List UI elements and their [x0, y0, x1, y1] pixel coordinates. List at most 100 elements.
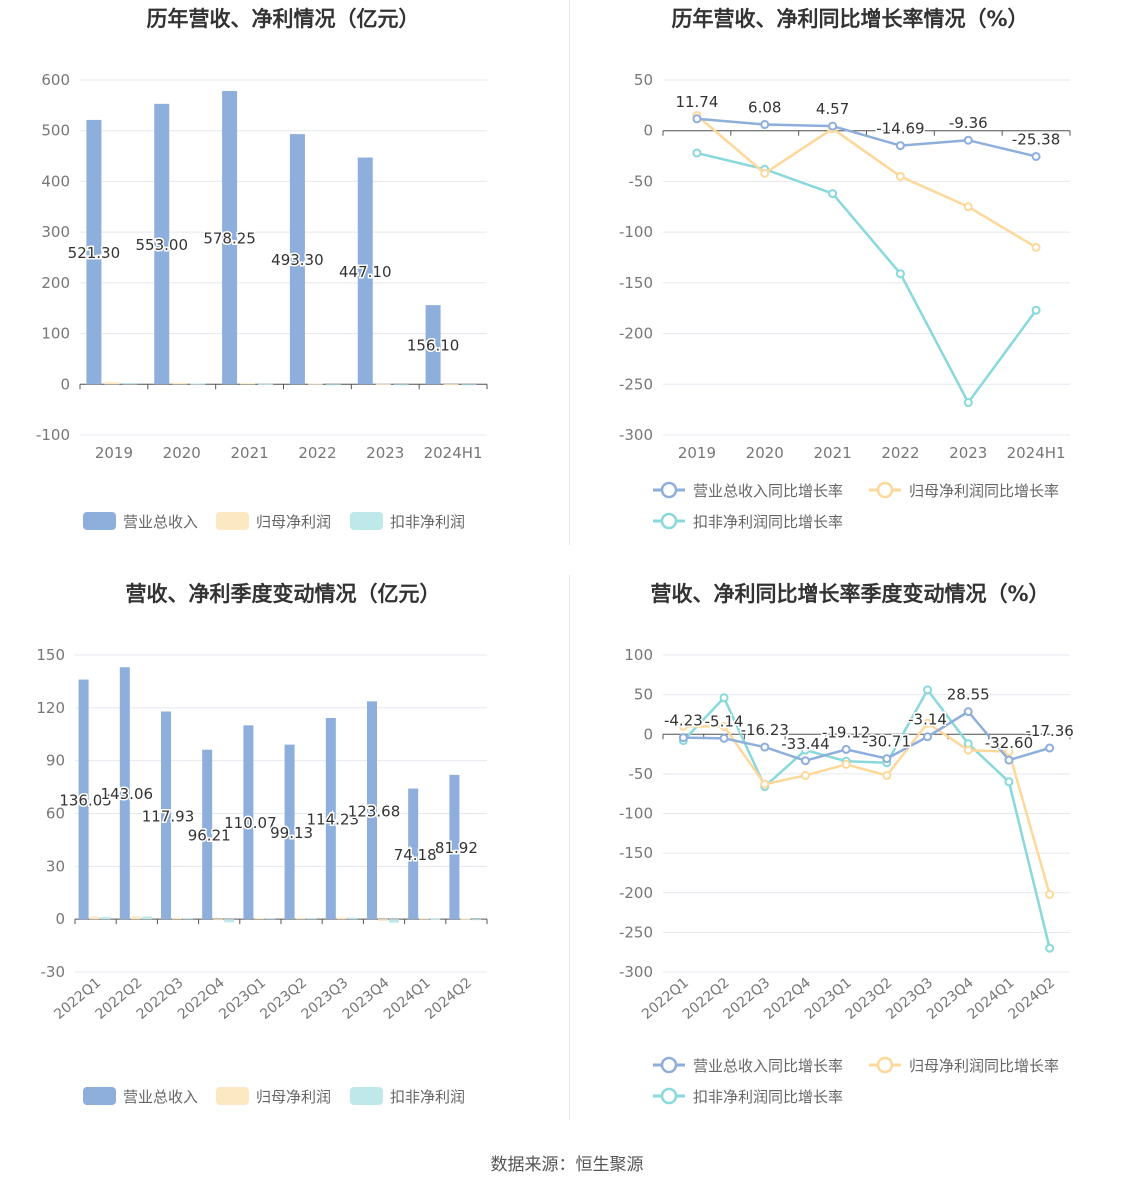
bar-1-2 [240, 383, 256, 385]
y-tick-label: 300 [41, 223, 70, 241]
point-2-6 [923, 685, 933, 695]
line-value-label: -25.38 [1012, 130, 1060, 148]
bar-value-label: 74.18 [394, 846, 437, 864]
legend-swatch-2 [350, 1087, 383, 1105]
y-tick-label: -200 [619, 325, 653, 343]
bar-0-2 [161, 711, 171, 920]
bar-value-label: 553.00 [136, 236, 189, 254]
bar-2-1 [141, 916, 152, 920]
chart-title: 营收、净利同比增长率季度变动情况（%） [650, 582, 1049, 606]
legend-swatch-1 [216, 512, 249, 530]
point-0-4 [963, 135, 973, 145]
bar-1-9 [460, 918, 471, 920]
point-0-0 [692, 114, 702, 124]
point-0-8 [1004, 755, 1014, 765]
bar-0-9 [449, 774, 460, 920]
line-value-label: 28.55 [947, 686, 990, 704]
y-tick-label: 400 [41, 172, 70, 190]
point-0-2 [828, 121, 838, 131]
y-tick-label: 100 [624, 646, 653, 664]
point-0-6 [923, 732, 933, 742]
bar-0-0 [86, 119, 102, 385]
bar-0-4 [357, 157, 373, 385]
bar-0-2 [222, 91, 238, 385]
line-value-label: -19.12 [822, 723, 870, 741]
bar-0-3 [289, 134, 305, 385]
point-0-5 [1031, 151, 1041, 161]
bar-value-label: 114.23 [307, 811, 360, 829]
quarterly-amount-chart: 营收、净利季度变动情况（亿元） -30 0 30 60 90 120 150 2022Q1 202… [0, 575, 567, 1150]
y-tick-label: -300 [619, 426, 653, 444]
point-0-0 [678, 733, 688, 743]
point-1-1 [760, 168, 770, 178]
point-1-0 [678, 721, 688, 731]
bar-0-3 [202, 749, 213, 920]
bar-value-label: 136.05 [59, 791, 112, 809]
bar-2-5 [461, 384, 477, 386]
series-line-1 [683, 721, 1051, 895]
bar-2-8 [430, 918, 441, 920]
y-tick-label: 120 [36, 699, 65, 717]
bar-1-0 [104, 382, 120, 385]
x-tick-label: 2024Q2 [1005, 975, 1058, 1023]
legend-marker-1 [876, 481, 894, 499]
x-tick-label: 2024Q2 [422, 975, 475, 1023]
x-tick-label: 2024H1 [424, 444, 483, 462]
y-tick-label: -250 [619, 375, 653, 393]
legend-label: 扣非净利润同比增长率 [693, 513, 843, 531]
y-tick-label: -50 [629, 765, 654, 783]
legend-label: 扣非净利润 [390, 1088, 465, 1106]
bar-1-3 [213, 919, 224, 921]
bar-value-label: 143.06 [101, 785, 154, 803]
line-value-label: -33.44 [781, 735, 829, 753]
line-value-label: -17.36 [1025, 722, 1073, 740]
bar-0-5 [284, 744, 295, 920]
series-line-0 [683, 709, 1051, 763]
bar-1-4 [375, 383, 391, 385]
legend-label: 扣非净利润同比增长率 [693, 1088, 843, 1106]
legend-label: 归母净利润同比增长率 [909, 1057, 1059, 1075]
x-tick-label: 2019 [95, 444, 133, 462]
y-tick-label: 0 [643, 725, 653, 743]
point-2-1 [719, 693, 729, 703]
legend-label: 扣非净利润 [390, 513, 465, 531]
bar-2-0 [122, 383, 138, 385]
line-value-label: -30.71 [863, 733, 911, 751]
point-1-5 [1031, 242, 1041, 252]
y-tick-label: 0 [55, 910, 65, 928]
x-tick-label: 2020 [746, 444, 784, 462]
bar-value-label: 578.25 [203, 230, 256, 248]
bar-1-4 [254, 917, 265, 920]
annual-amount-chart: 历年营收、净利情况（亿元） -100 0 100 200 300 400 500 600 2019… [0, 0, 567, 575]
y-tick-label: 0 [60, 375, 70, 393]
bar-value-label: 117.93 [142, 807, 195, 825]
y-tick-label: -200 [619, 884, 653, 902]
bar-1-3 [307, 383, 323, 385]
quarterly-growth-chart: 营收、净利同比增长率季度变动情况（%） -300 -250 -200 -150 -100 -… [567, 575, 1134, 1150]
point-1-3 [800, 770, 810, 780]
point-2-0 [692, 148, 702, 158]
point-2-9 [1045, 943, 1055, 953]
bar-value-label: 123.68 [348, 802, 401, 820]
bar-1-1 [172, 382, 188, 385]
y-tick-label: -250 [619, 923, 653, 941]
bar-2-9 [471, 919, 482, 921]
chart-title: 历年营收、净利情况（亿元） [147, 7, 420, 31]
legend-marker-0 [660, 481, 678, 499]
bar-0-1 [154, 103, 170, 385]
quarterly-growth-svg: 营收、净利同比增长率季度变动情况（%） -300 -250 -200 -150 -100 -… [619, 582, 1075, 1106]
bar-value-label: 110.07 [224, 814, 277, 832]
line-value-label: 11.74 [675, 93, 718, 111]
bar-0-6 [325, 717, 336, 920]
bar-2-1 [190, 383, 206, 385]
point-2-4 [963, 398, 973, 408]
bar-1-8 [419, 918, 430, 920]
point-1-7 [963, 745, 973, 755]
y-tick-label: 150 [36, 646, 65, 664]
bar-2-6 [347, 917, 358, 920]
bar-2-0 [100, 916, 111, 920]
point-0-2 [760, 742, 770, 752]
point-2-3 [895, 269, 905, 279]
bar-1-0 [89, 916, 100, 920]
bar-value-label: 96.21 [188, 826, 231, 844]
